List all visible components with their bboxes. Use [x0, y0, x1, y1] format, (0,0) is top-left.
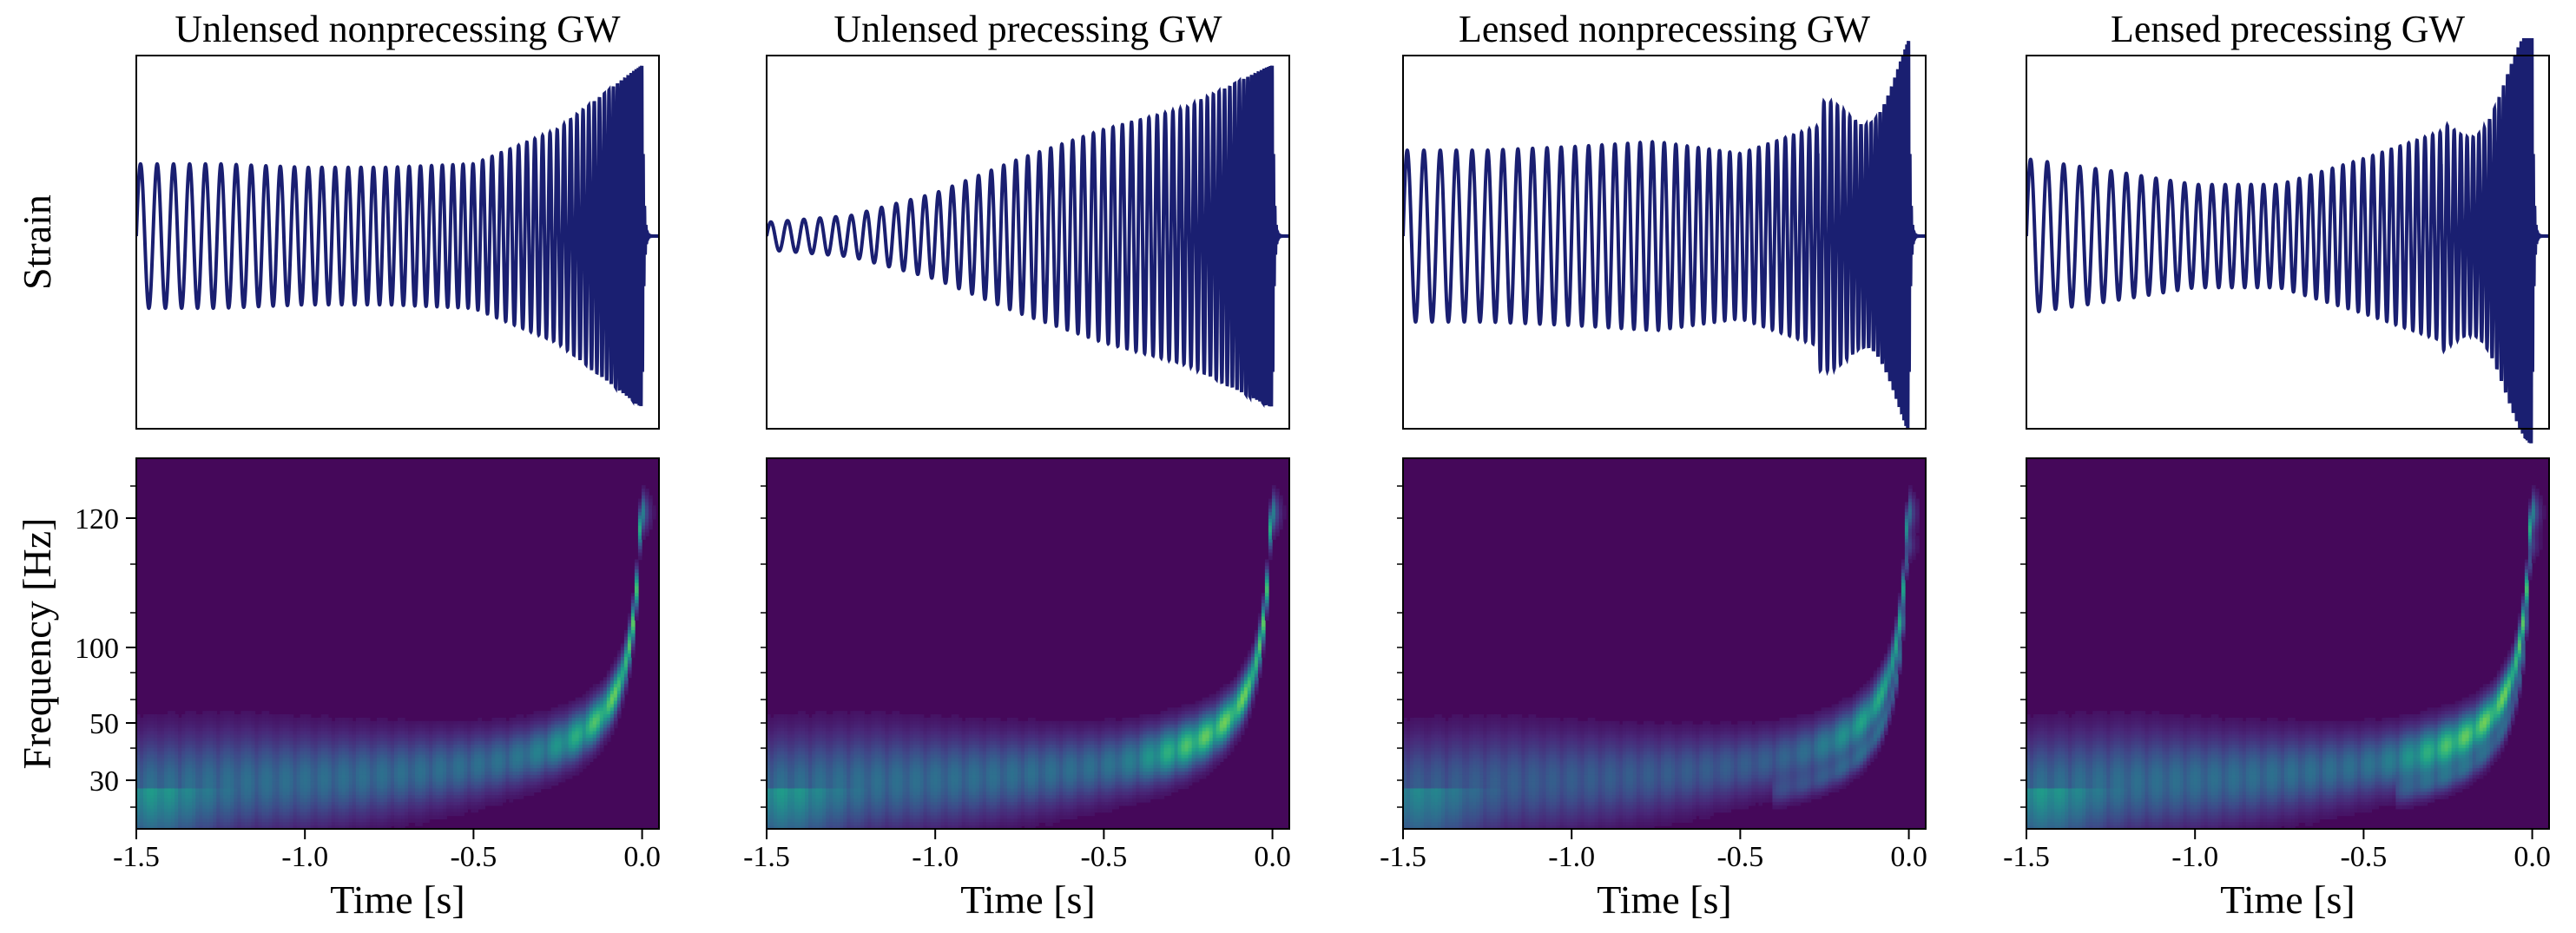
- x-axis-label-4: Time [s]: [2220, 877, 2355, 922]
- x-tick-label-4-1: -1.0: [2171, 841, 2218, 873]
- x-tick-label-3-2: -0.5: [1716, 841, 1763, 873]
- x-tick-label-2-2: -0.5: [1080, 841, 1127, 873]
- spectrogram-1: [136, 458, 659, 830]
- waveform-frame-3: [1402, 55, 1927, 430]
- y-tick-label-1: 50: [89, 708, 119, 740]
- y-tick-label-3: 120: [75, 503, 119, 535]
- waveform-frame-2: [766, 55, 1290, 430]
- x-tick-label-4-3: 0.0: [2513, 841, 2551, 873]
- x-tick-label-1-1: -1.0: [281, 841, 328, 873]
- strain-line-2: [767, 65, 1289, 408]
- spectrogram-4: [2026, 458, 2549, 830]
- panel-title-3: Lensed nonprecessing GW: [1459, 8, 1871, 50]
- x-tick-label-3-1: -1.0: [1548, 841, 1595, 873]
- panel-title-4: Lensed precessing GW: [2111, 8, 2466, 50]
- spectrogram-frame-3: [1402, 457, 1927, 830]
- strain-line-1: [136, 65, 659, 407]
- frequency-ylabel: Frequency [Hz]: [15, 518, 59, 770]
- y-tick-label-2: 100: [75, 633, 119, 665]
- spectrogram-frame-2: [766, 457, 1290, 830]
- x-axis-label-1: Time [s]: [330, 877, 465, 922]
- strain-line-3: [1403, 41, 1926, 430]
- strain-line-4: [2026, 38, 2549, 444]
- waveform-frame-1: [135, 55, 660, 430]
- x-tick-label-1-3: 0.0: [623, 841, 661, 873]
- x-axis-label-2: Time [s]: [960, 877, 1096, 922]
- panel-title-2: Unlensed precessing GW: [833, 8, 1222, 50]
- x-axis-label-3: Time [s]: [1597, 877, 1732, 922]
- strain-ylabel: Strain: [15, 194, 59, 290]
- panel-title-1: Unlensed nonprecessing GW: [175, 8, 621, 50]
- x-tick-label-2-1: -1.0: [912, 841, 959, 873]
- x-tick-label-2-3: 0.0: [1254, 841, 1291, 873]
- y-tick-label-0: 30: [89, 765, 119, 798]
- spectrogram-3: [1403, 458, 1926, 830]
- x-tick-label-2-0: -1.5: [743, 841, 790, 873]
- spectrogram-2: [767, 458, 1289, 830]
- spectrogram-frame-4: [2026, 457, 2550, 830]
- waveform-frame-4: [2026, 55, 2550, 430]
- spectrogram-frame-1: [135, 457, 660, 830]
- x-tick-label-3-0: -1.5: [1380, 841, 1426, 873]
- x-tick-label-4-0: -1.5: [2003, 841, 2050, 873]
- x-tick-label-4-2: -0.5: [2340, 841, 2387, 873]
- x-tick-label-3-3: 0.0: [1890, 841, 1927, 873]
- x-tick-label-1-2: -0.5: [450, 841, 497, 873]
- x-tick-label-1-0: -1.5: [113, 841, 160, 873]
